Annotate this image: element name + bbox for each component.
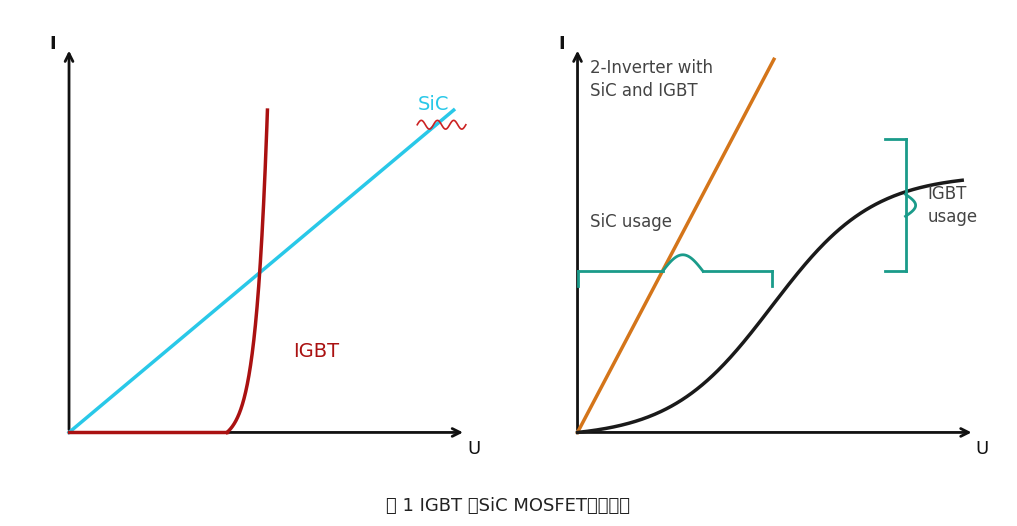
Text: IGBT
usage: IGBT usage — [928, 185, 978, 226]
Text: I: I — [558, 35, 564, 53]
Text: U: U — [468, 440, 481, 458]
Text: 图 1 IGBT 和SiC MOSFET导通特性: 图 1 IGBT 和SiC MOSFET导通特性 — [386, 498, 631, 515]
Text: 2-Inverter with
SiC and IGBT: 2-Inverter with SiC and IGBT — [590, 59, 713, 100]
Text: U: U — [976, 440, 990, 458]
Text: IGBT: IGBT — [293, 342, 339, 361]
Text: I: I — [50, 35, 56, 53]
Text: SiC usage: SiC usage — [590, 213, 671, 231]
Text: SiC: SiC — [417, 95, 448, 114]
